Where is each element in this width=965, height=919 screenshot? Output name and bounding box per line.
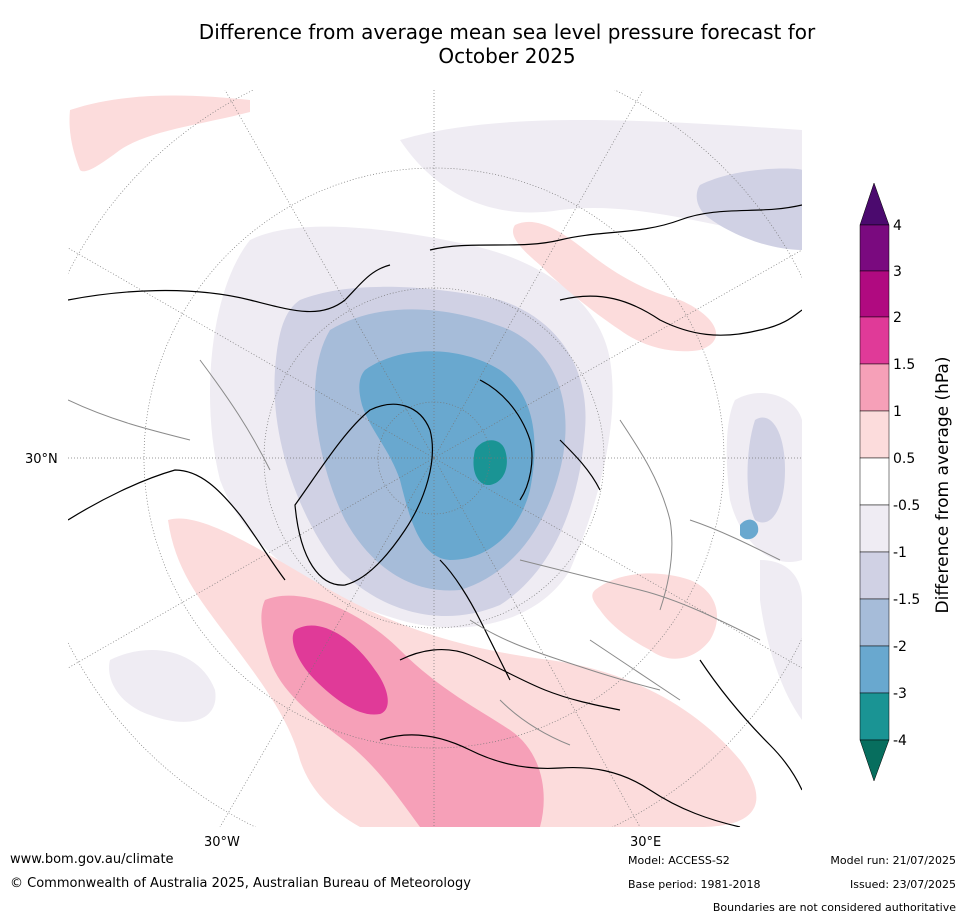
anomaly-0.5-to-1 <box>69 95 757 827</box>
borders <box>68 359 781 746</box>
title-line-1: Difference from average mean sea level p… <box>198 20 816 44</box>
footer-base-period: Base period: 1981-2018 <box>628 878 761 891</box>
colorbar-tick: 4 <box>893 218 902 234</box>
colorbar-tick: -3 <box>893 686 907 702</box>
colorbar <box>859 182 890 782</box>
colorbar-segment-m2tom3 <box>859 645 890 694</box>
footer-copyright: © Commonwealth of Australia 2025, Austra… <box>10 876 471 891</box>
colorbar-tick: -1.5 <box>893 592 920 608</box>
colorbar-segment-2to3 <box>859 270 890 318</box>
graticule <box>68 90 802 827</box>
footer-url[interactable]: www.bom.gov.au/climate <box>10 852 174 867</box>
colorbar-segment-m1tom1.5 <box>859 551 890 600</box>
colorbar-segment-3to4 <box>859 224 890 272</box>
footer-issued: Issued: 23/07/2025 <box>849 878 956 891</box>
coastlines <box>68 204 802 827</box>
colorbar-tick: 3 <box>893 264 902 280</box>
colorbar-segment-m0.5tom1 <box>859 504 890 553</box>
colorbar-tick: -1 <box>893 545 907 561</box>
colorbar-segment-1to1.5 <box>859 363 890 412</box>
title-line-2: October 2025 <box>438 44 576 68</box>
footer-disclaimer: Boundaries are not considered authoritat… <box>712 901 956 914</box>
lon-label-30e: 30°E <box>630 835 661 850</box>
chart-title: Difference from average mean sea level p… <box>0 20 965 68</box>
lat-label-30n: 30°N <box>25 452 58 467</box>
footer-model: Model: ACCESS-S2 <box>628 854 730 867</box>
colorbar-title: Difference from average (hPa) <box>933 357 953 614</box>
colorbar-segment-0.5to1 <box>859 410 890 459</box>
colorbar-segment-m3tom4 <box>859 692 890 741</box>
colorbar-tick: 1.5 <box>893 357 915 373</box>
colorbar-tick: -4 <box>893 733 907 749</box>
anomaly-1.5-to-2 <box>292 625 388 715</box>
anomaly-m3-to-m4 <box>473 440 507 486</box>
colorbar-tick: 2 <box>893 310 902 326</box>
lon-label-30w: 30°W <box>204 835 240 850</box>
colorbar-tick: 0.5 <box>893 451 915 467</box>
colorbar-segment-neutral <box>859 457 890 506</box>
colorbar-tick: -0.5 <box>893 498 920 514</box>
colorbar-ticks: 4 3 2 1.5 1 0.5 -0.5 -1 -1.5 -2 -3 -4 <box>893 218 920 749</box>
colorbar-segment-1.5to2 <box>859 316 890 365</box>
footer-model-run: Model run: 21/07/2025 <box>830 854 956 867</box>
colorbar-tick: -2 <box>893 639 907 655</box>
anomaly-m2-to-m3 <box>359 351 759 560</box>
colorbar-segment-gt4 <box>859 182 890 226</box>
colorbar-segment-ltm4 <box>859 739 890 782</box>
colorbar-segment-m1.5tom2 <box>859 598 890 647</box>
colorbar-tick: 1 <box>893 404 902 420</box>
